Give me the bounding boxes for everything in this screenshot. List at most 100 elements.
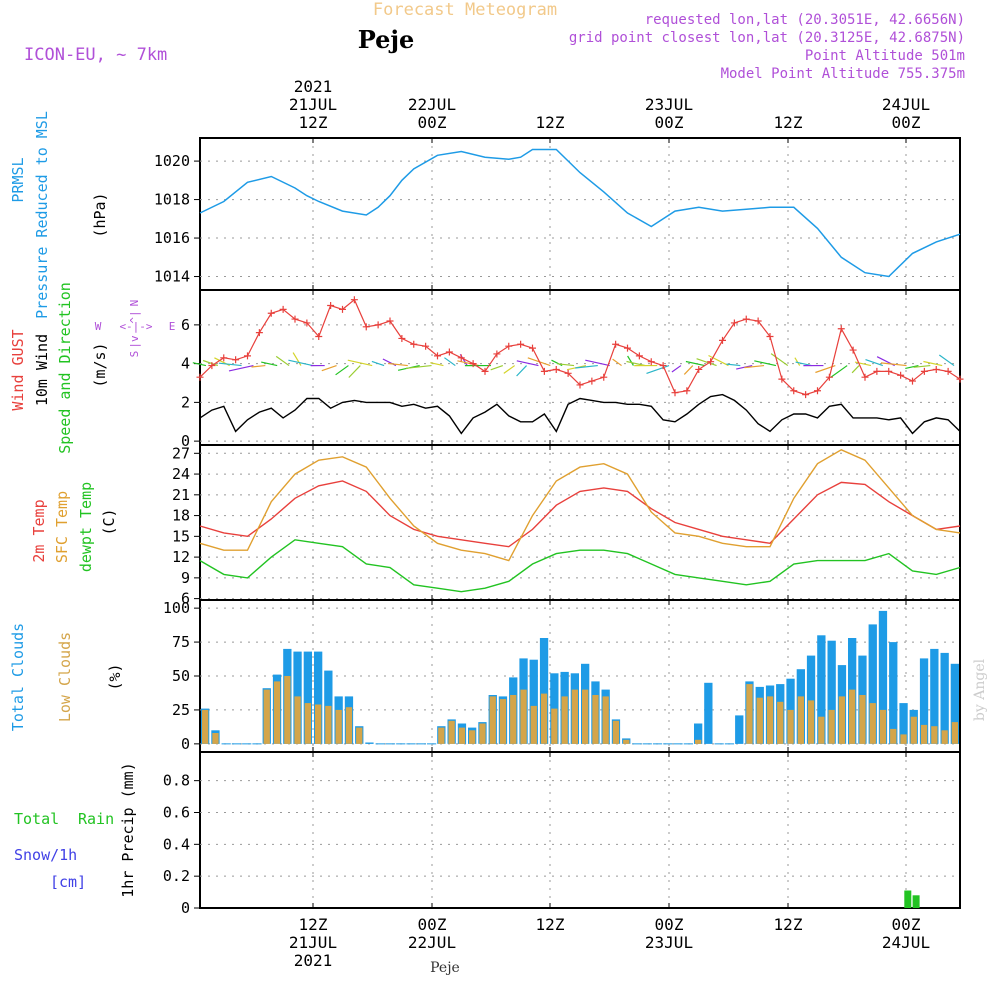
temperature-ytick-label: 15 (172, 527, 190, 545)
wind-gust-marker (588, 377, 596, 385)
cloud-low-bar (797, 696, 804, 744)
wind-gust-marker (469, 360, 477, 368)
wind-gust-marker (267, 309, 275, 317)
precip-ytick-label: 0.2 (163, 867, 190, 885)
wind-ytick-label: 6 (181, 316, 190, 334)
wind-direction-arrow (851, 365, 860, 374)
top-tick-line2: 22JUL (408, 95, 456, 114)
wind-direction-arrow (923, 360, 943, 367)
bottom-tick-line1: 00Z (418, 915, 447, 934)
compass-west: W (95, 320, 102, 333)
cloud-low-bar (951, 722, 958, 744)
temperature-ytick-label: 6 (181, 590, 190, 608)
wind-direction-arrow (575, 364, 598, 369)
clouds-low-label: Low Clouds (56, 632, 74, 722)
wind-direction-arrow (627, 355, 634, 366)
wind-gust-marker (196, 373, 204, 381)
model-label: ICON-EU, ~ 7km (24, 45, 167, 65)
wind-direction-arrow (490, 364, 504, 371)
cloud-low-bar (941, 730, 948, 744)
cloud-low-bar (273, 681, 281, 744)
wind-gust-marker (374, 321, 382, 329)
precip-rain-label-2: Rain (78, 810, 114, 828)
wind-direction-arrow (228, 364, 254, 372)
wind-direction-arrow (905, 364, 919, 369)
cloud-total-bar (930, 648, 939, 744)
wind-gust-marker (279, 305, 287, 313)
wind-panel: 0 2 4 6 (181, 289, 964, 450)
wind-direction-arrow (251, 364, 266, 368)
wind-direction-arrow (726, 363, 741, 367)
precip-rain-bar (904, 890, 912, 908)
top-tick-line2: 21JUL (289, 95, 337, 114)
temp-unit: (C) (100, 508, 118, 535)
wind-gust-marker (327, 302, 335, 309)
top-tick-line3: 12Z (536, 113, 565, 132)
precip-panel: 0 0.2 0.4 0.6 0.8 (163, 751, 961, 917)
wind-gust-marker (719, 336, 726, 344)
wind-gust-marker (944, 367, 952, 375)
bottom-tick-line1: 00Z (892, 915, 921, 934)
wind-ytick-label: 4 (181, 355, 190, 373)
bottom-tick-line2: 24JUL (882, 933, 930, 952)
wind-direction-arrow (261, 361, 278, 367)
bottom-tick-line2: 21JUL (289, 933, 337, 952)
cloud-total-bar (827, 640, 836, 744)
temp-line-2m-temp (199, 480, 961, 548)
cloud-low-bar (561, 696, 568, 744)
cloud-low-bar (920, 724, 928, 744)
wind-gust-marker (422, 342, 430, 350)
wind-gust-marker (802, 391, 810, 399)
wind-direction-arrow (646, 364, 670, 374)
wind-direction-arrow (516, 365, 527, 377)
precip-ytick-label: 0 (181, 899, 190, 917)
wind-direction-arrow (218, 362, 242, 367)
pressure-label-long: Pressure Reduced to MSL (33, 111, 51, 319)
cloud-low-bar (448, 720, 455, 744)
wind-direction-arrow (696, 358, 717, 367)
wind-gust-marker (600, 373, 608, 381)
cloud-low-bar (520, 689, 527, 744)
wind-gust-marker (730, 319, 738, 327)
wind-direction-arrow (913, 364, 931, 368)
bottom-tick-line1: 12Z (299, 915, 328, 934)
cloud-low-bar (828, 709, 835, 744)
wind-direction-arrow (388, 362, 408, 367)
wind-direction-arrow (288, 359, 313, 367)
clouds-ytick-label: 25 (172, 701, 190, 719)
wind-gust-marker (220, 354, 228, 362)
wind-gust-marker (635, 352, 643, 360)
wind-gust-marker (434, 352, 441, 360)
wind-gust-marker (362, 323, 370, 331)
model-altitude: Model Point Altitude 755.375m (721, 66, 965, 82)
temperature-ytick-label: 18 (172, 507, 190, 525)
bottom-tick-line2: 22JUL (408, 933, 456, 952)
top-tick-line2: 24JUL (882, 95, 930, 114)
wind-gust-marker (873, 367, 881, 375)
pressure-unit: (hPa) (91, 192, 109, 237)
wind-gust-marker (481, 367, 489, 375)
clouds-ytick-label: 0 (181, 735, 190, 753)
clouds-ytick-label: 75 (172, 633, 190, 651)
cloud-low-bar (510, 695, 517, 744)
pressure-ytick-label: 1020 (154, 152, 190, 170)
cloud-low-bar (458, 727, 466, 744)
compass-north-arrow: ^| (128, 310, 141, 323)
wind-gust-marker (766, 333, 774, 340)
wind-gust-marker (315, 333, 323, 340)
pressure-panel: 1014 1016 1018 1020 (154, 137, 961, 291)
clouds-unit: (%) (106, 663, 124, 690)
wind-gust-marker (576, 381, 584, 389)
cloud-low-bar (530, 705, 537, 744)
precip-cm-label: [cm] (50, 873, 86, 891)
wind-direction-arrow (430, 362, 444, 367)
compass-rose: N ^| W <-|-> E |v S (95, 300, 176, 358)
cloud-low-bar (602, 696, 609, 744)
compass-north: N (128, 300, 141, 307)
compass-south: S (128, 351, 141, 358)
wind-direction-arrow (612, 358, 622, 367)
cloud-low-bar (910, 716, 917, 744)
cloud-low-bar (890, 728, 897, 744)
cloud-low-bar (551, 708, 558, 744)
